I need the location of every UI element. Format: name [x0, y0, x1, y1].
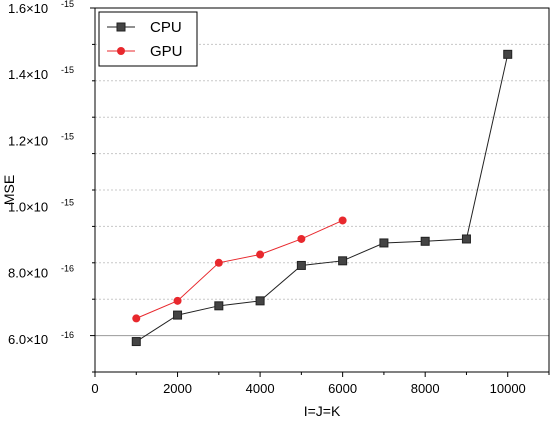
series-gpu — [132, 216, 347, 323]
y-tick-label: 8.0×10 — [8, 266, 48, 281]
x-tick-label: 10000 — [490, 381, 526, 396]
y-tick-exponent: -15 — [61, 65, 74, 75]
y-tick-label: 1.6×10 — [8, 1, 48, 16]
gpu-point — [338, 216, 347, 225]
legend-gpu-marker — [117, 47, 125, 55]
legend: CPU GPU — [98, 11, 198, 67]
y-tick-label: 1.0×10 — [8, 200, 48, 215]
x-axis: 0 2000 4000 6000 8000 10000 — [91, 372, 550, 396]
gpu-point — [256, 250, 265, 259]
x-tick-label: 8000 — [411, 381, 440, 396]
gpu-point — [214, 258, 223, 267]
legend-box — [98, 11, 198, 67]
y-tick-label: 6.0×10 — [8, 332, 48, 347]
series-cpu — [131, 49, 513, 347]
gpu-line — [136, 219, 343, 319]
x-tick-label: 2000 — [163, 381, 192, 396]
cpu-point — [131, 337, 141, 347]
y-tick-label: 1.4×10 — [8, 67, 48, 82]
grid-lines — [95, 43, 549, 337]
cpu-point — [255, 296, 265, 306]
y-tick-exponent: -15 — [61, 131, 74, 141]
gpu-point — [173, 296, 182, 305]
cpu-point — [503, 49, 513, 59]
x-axis-title: I=J=K — [304, 403, 341, 419]
cpu-line — [136, 54, 509, 342]
cpu-point — [173, 310, 183, 320]
y-tick-exponent: -16 — [61, 330, 74, 340]
cpu-point — [420, 236, 430, 246]
cpu-point — [296, 260, 306, 270]
x-tick-label: 4000 — [246, 381, 275, 396]
y-axis: 6.0×10 -16 8.0×10 -16 1.0×10 -15 1.2×10 -15 1.4×… — [8, 0, 95, 373]
x-tick-label: 6000 — [328, 381, 357, 396]
x-tick-label: 0 — [91, 381, 98, 396]
series-layer — [131, 49, 513, 347]
y-tick-exponent: -15 — [61, 0, 74, 9]
y-tick-label: 1.2×10 — [8, 133, 48, 148]
legend-gpu-label: GPU — [150, 43, 183, 60]
cpu-point — [214, 301, 224, 311]
cpu-point — [461, 234, 471, 244]
y-tick-exponent: -15 — [61, 198, 74, 208]
legend-cpu-label: CPU — [150, 19, 182, 36]
gpu-point — [132, 314, 141, 323]
gpu-point — [297, 234, 306, 243]
cpu-point — [379, 238, 389, 248]
y-axis-title: MSE — [1, 175, 17, 205]
y-tick-exponent: -16 — [61, 264, 74, 274]
cpu-point — [338, 256, 348, 266]
legend-cpu-marker — [116, 22, 126, 32]
